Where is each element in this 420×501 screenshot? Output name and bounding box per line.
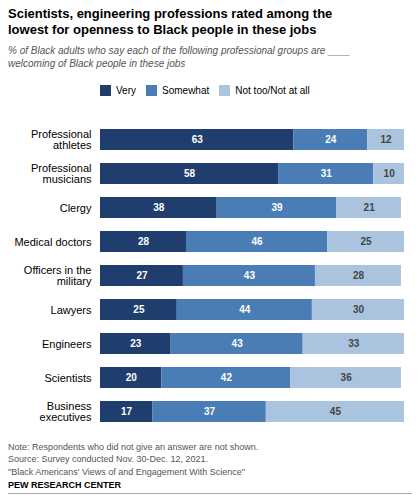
svg-text:42: 42 [221, 372, 233, 383]
svg-text:10: 10 [384, 168, 396, 179]
html-text:Very: Very [116, 84, 136, 96]
svg-text:33: 33 [348, 338, 360, 349]
svg-text:Officers in themilitary: Officers in themilitary [24, 264, 92, 287]
svg-text:31: 31 [321, 168, 333, 179]
svg-text:28: 28 [353, 270, 365, 281]
svg-text:12: 12 [381, 134, 393, 145]
svg-text:Clergy: Clergy [60, 201, 92, 213]
svg-text:38: 38 [153, 202, 165, 213]
html-text:Somewhat: Somewhat [162, 84, 210, 96]
svg-text:23: 23 [130, 338, 142, 349]
html-text:PEW RESEARCH CENTER: PEW RESEARCH CENTER [8, 480, 121, 491]
svg-text:30: 30 [353, 304, 365, 315]
svg-text:37: 37 [204, 406, 216, 417]
svg-text:43: 43 [232, 338, 244, 349]
html-text:Not too/Not at all: Not too/Not at all [235, 84, 310, 96]
svg-text:21: 21 [364, 202, 376, 213]
svg-text:28: 28 [138, 236, 150, 247]
svg-text:Businessexecutives: Businessexecutives [40, 400, 92, 423]
html-text:Scientists, engineering profes: Scientists, engineering professions rate… [8, 6, 333, 38]
html-text:% of Black adults who say each: % of Black adults who say each of the fo… [8, 44, 351, 69]
svg-text:63: 63 [192, 134, 204, 145]
svg-text:46: 46 [252, 236, 264, 247]
svg-text:25: 25 [133, 304, 145, 315]
svg-text:Engineers: Engineers [42, 337, 92, 349]
svg-text:45: 45 [330, 406, 342, 417]
svg-text:27: 27 [136, 270, 148, 281]
svg-text:Scientists: Scientists [44, 371, 92, 383]
svg-text:Medical doctors: Medical doctors [14, 235, 92, 247]
svg-text:24: 24 [325, 134, 337, 145]
svg-text:44: 44 [239, 304, 251, 315]
svg-text:36: 36 [341, 372, 353, 383]
svg-text:17: 17 [121, 406, 133, 417]
svg-text:Lawyers: Lawyers [51, 303, 92, 315]
svg-text:39: 39 [272, 202, 284, 213]
svg-text:43: 43 [244, 270, 256, 281]
svg-text:Professionalmusicians: Professionalmusicians [31, 162, 92, 185]
html-text:Note: Respondents who did not: Note: Respondents who did not give an an… [8, 441, 259, 477]
svg-text:58: 58 [184, 168, 196, 179]
svg-text:25: 25 [361, 236, 373, 247]
svg-text:20: 20 [126, 372, 138, 383]
svg-text:Professionalathletes: Professionalathletes [31, 128, 92, 151]
